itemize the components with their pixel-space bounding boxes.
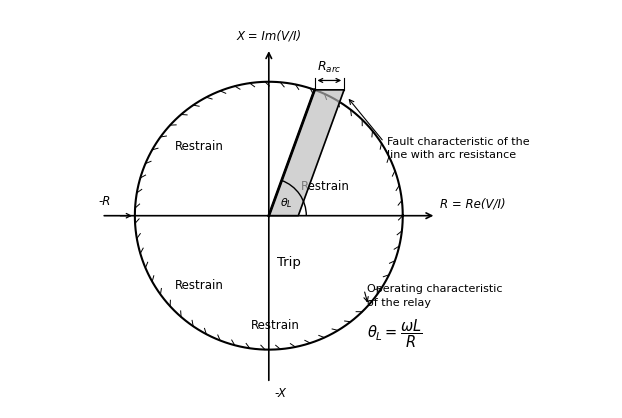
Polygon shape <box>269 90 344 216</box>
Polygon shape <box>135 82 403 349</box>
Text: -X: -X <box>274 387 286 400</box>
Text: Trip: Trip <box>277 256 301 269</box>
Text: Restrain: Restrain <box>175 279 223 292</box>
Text: $R_{arc}$: $R_{arc}$ <box>317 60 341 75</box>
Text: Operating characteristic
of the relay: Operating characteristic of the relay <box>366 285 502 308</box>
Text: X = Im(V/I): X = Im(V/I) <box>236 30 302 43</box>
Text: -R: -R <box>98 195 111 208</box>
Text: $\theta_L$: $\theta_L$ <box>280 196 293 210</box>
Text: Restrain: Restrain <box>300 180 350 193</box>
Text: $\theta_L = \dfrac{\omega L}{R}$: $\theta_L = \dfrac{\omega L}{R}$ <box>366 317 422 350</box>
Text: Fault characteristic of the
line with arc resistance: Fault characteristic of the line with ar… <box>387 137 529 161</box>
Text: Restrain: Restrain <box>175 140 223 153</box>
Text: R = Re(V/I): R = Re(V/I) <box>440 197 506 210</box>
Text: Restrain: Restrain <box>251 319 300 332</box>
